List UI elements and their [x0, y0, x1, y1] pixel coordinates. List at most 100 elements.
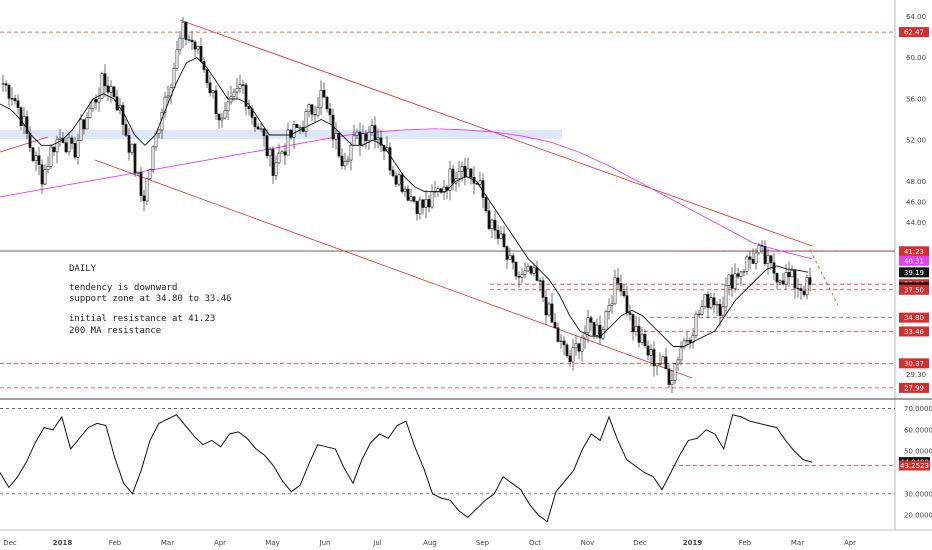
candle-body [268, 149, 272, 156]
candle-body [736, 273, 740, 277]
candle-body [256, 126, 260, 130]
annotation-resistance: initial resistance at 41.23 [69, 314, 215, 324]
channel-lower-line [94, 159, 693, 379]
candle-body [532, 267, 536, 274]
candle-body [235, 88, 239, 93]
candle-body [586, 317, 590, 333]
candle-body [97, 98, 101, 103]
candle-body [25, 116, 29, 134]
candle-body [748, 256, 752, 260]
candle-body [502, 233, 506, 247]
candle-body [181, 21, 185, 39]
projection-line [809, 249, 839, 306]
candle-body [178, 37, 182, 51]
candle-body [781, 280, 785, 285]
price-badge [899, 246, 929, 257]
x-tick-label: Jul [372, 539, 382, 547]
candle-body [46, 166, 50, 170]
candle-body [451, 168, 455, 184]
candle-body [448, 168, 452, 191]
candle-body [568, 355, 572, 363]
candle-body [70, 137, 74, 144]
candle-body [787, 272, 791, 278]
candle-body [436, 188, 440, 192]
candle-body [67, 137, 71, 153]
price-badge [899, 27, 929, 38]
candle-body [184, 21, 188, 40]
candle-body [523, 270, 527, 275]
candle-body [541, 280, 545, 298]
candle-body [616, 277, 620, 284]
candle-body [484, 197, 488, 212]
candle-body [700, 306, 704, 315]
candle-body [790, 270, 794, 278]
candle-body [13, 98, 17, 101]
x-tick-label: 2019 [683, 539, 703, 547]
candle-body [412, 196, 416, 202]
candle-body [583, 332, 587, 339]
candle-body [649, 349, 653, 356]
candle-body [610, 303, 614, 306]
candle-body [598, 324, 602, 339]
candle-body [403, 188, 407, 192]
candle-body [79, 119, 83, 141]
candle-body [676, 359, 680, 365]
candle-body [682, 340, 686, 349]
candle-body [658, 363, 662, 365]
candle-body [40, 164, 44, 185]
price-tick-label: 64.00 [906, 13, 926, 21]
candle-body [337, 133, 341, 157]
candle-body [751, 258, 755, 264]
candle-body [604, 311, 608, 331]
candle-body [409, 196, 413, 201]
candle-body [19, 107, 23, 127]
price-badge-label: 33.46 [904, 328, 925, 336]
candle-body [352, 135, 356, 146]
rsi-tick-label: 50.0000 [904, 448, 932, 456]
x-tick-label: Feb [739, 539, 752, 547]
x-tick-label: Dec [633, 539, 647, 547]
x-tick-label: 2018 [53, 539, 73, 547]
candle-body [799, 288, 803, 292]
candle-body [556, 327, 560, 342]
candle-body [1, 83, 5, 85]
candle-body [238, 84, 242, 89]
candle-body [262, 128, 266, 136]
candle-body [667, 368, 671, 385]
candle-body [553, 321, 557, 328]
candle-body [670, 380, 674, 385]
candle-body [82, 119, 86, 130]
candle-body [193, 41, 197, 50]
candle-body [175, 49, 179, 69]
candle-body [148, 169, 152, 179]
candle-body [364, 133, 368, 141]
candle-body [622, 290, 626, 296]
candle-body [196, 45, 200, 50]
candle-body [712, 297, 716, 306]
candle-body [679, 347, 683, 361]
candle-body [580, 337, 584, 352]
candle-body [259, 128, 263, 130]
x-tick-label: Nov [581, 539, 595, 547]
candle-body [487, 210, 491, 229]
candle-body [58, 137, 62, 140]
price-badge [899, 255, 929, 266]
candle-body [253, 117, 257, 128]
candle-body [778, 280, 782, 283]
candle-body [55, 139, 59, 153]
candle-body [481, 180, 485, 198]
candle-body [466, 168, 470, 178]
candle-body [232, 91, 236, 97]
candle-body [652, 349, 656, 367]
candle-body [136, 172, 140, 174]
candle-body [271, 149, 275, 176]
candle-body [214, 90, 218, 115]
candle-body [310, 104, 314, 115]
candle-body [715, 304, 719, 306]
candle-body [316, 107, 320, 116]
candle-body [637, 326, 641, 343]
candle-body [292, 124, 296, 138]
candle-body [439, 188, 443, 193]
candle-body [742, 271, 746, 273]
candle-body [796, 287, 800, 290]
